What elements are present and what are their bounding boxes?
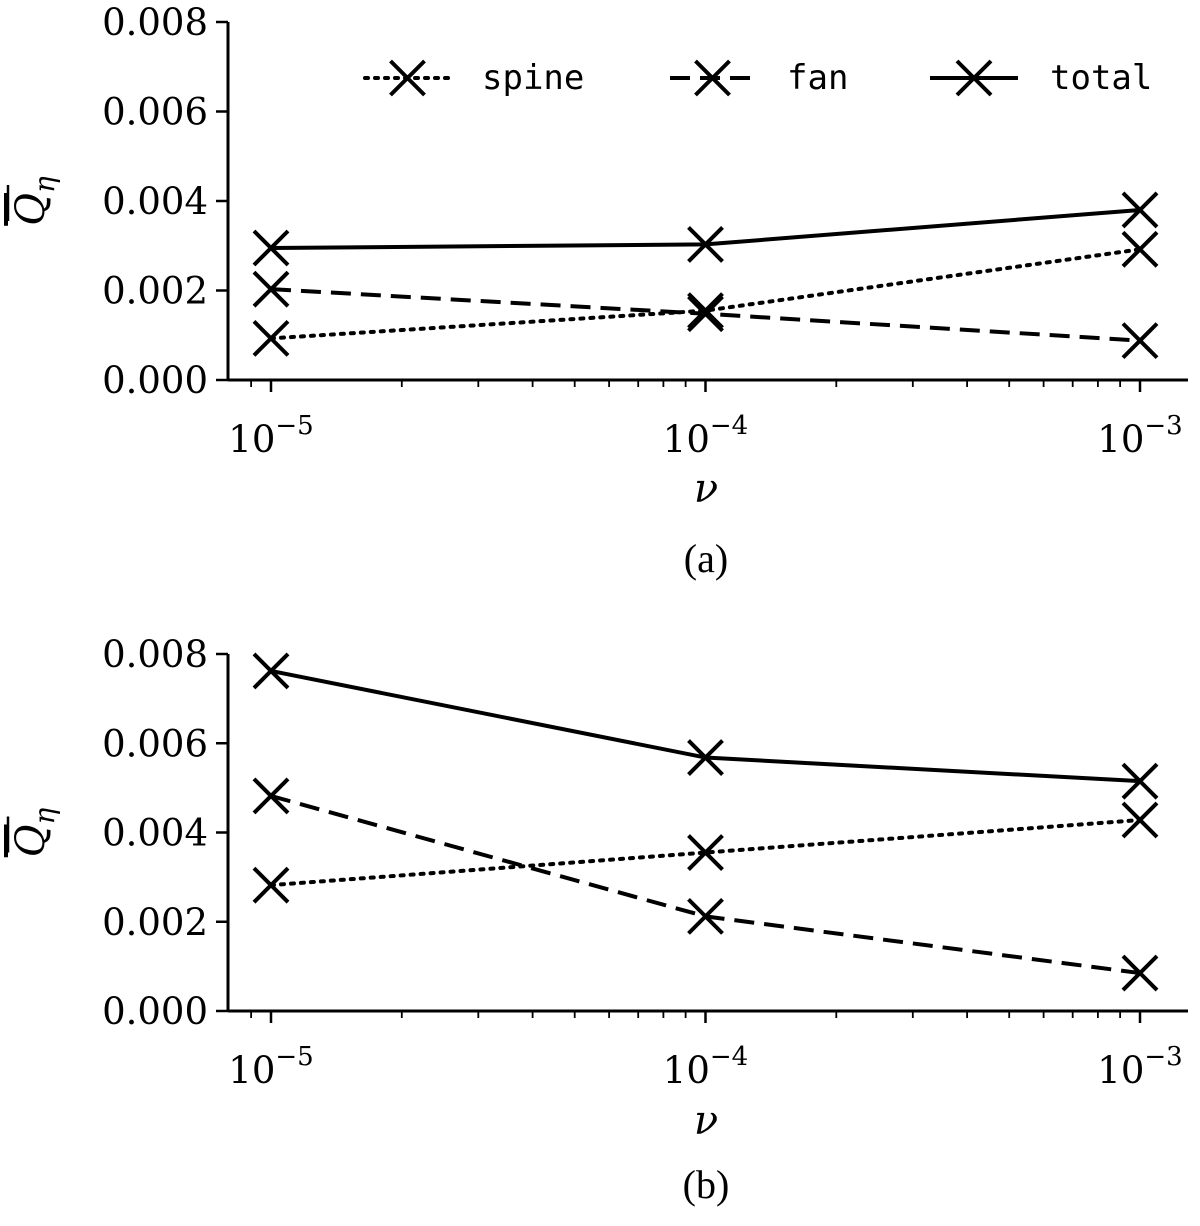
legend-marker — [694, 59, 731, 97]
data-point-fan — [252, 270, 290, 308]
x-tick-label: 10−5 — [228, 411, 313, 461]
series-line-spine — [269, 247, 1142, 341]
legend-item-spine: spine — [363, 58, 584, 98]
y-tick-label: 0.006 — [102, 722, 208, 765]
series-fan — [252, 270, 1159, 360]
legend-item-fan: fan — [670, 58, 848, 98]
y-tick-label: 0.000 — [102, 359, 208, 402]
data-point-spine — [252, 866, 290, 904]
data-point-total — [687, 225, 724, 263]
data-point-spine — [252, 319, 290, 357]
legend-label: total — [1050, 58, 1152, 98]
series-fan — [252, 777, 1159, 992]
data-point-spine — [687, 834, 724, 871]
legend-marker — [955, 59, 993, 97]
x-tick-label: 10−4 — [663, 1042, 748, 1092]
series-total — [252, 191, 1159, 267]
series-spine — [252, 801, 1159, 904]
panel-caption: (b) — [683, 1162, 730, 1207]
x-axis-label: ν — [694, 466, 718, 512]
y-tick-label: 0.008 — [102, 1, 208, 44]
x-tick-label: 10−4 — [663, 411, 748, 461]
panel-caption: (a) — [684, 536, 728, 581]
legend-item-total: total — [930, 58, 1152, 98]
data-point-spine — [1121, 801, 1159, 839]
data-point-fan — [1121, 322, 1159, 360]
data-point-spine — [1121, 230, 1159, 268]
legend-label: spine — [482, 58, 584, 98]
y-tick-label: 0.004 — [102, 812, 208, 855]
chart-panel-a: 0.000 0.002 0.004 0.006 0.008 10−5 10−4 10−3 ν Qη… — [6, 1, 1188, 581]
y-tick-label: 0.006 — [102, 91, 208, 134]
x-axis-label: ν — [694, 1098, 718, 1144]
series-line-fan — [270, 793, 1141, 976]
data-point-fan — [687, 295, 724, 333]
data-point-total — [1121, 191, 1159, 229]
data-point-spine — [687, 292, 724, 330]
y-tick-label: 0.002 — [102, 270, 208, 313]
y-axis-label: Qη — [8, 807, 61, 857]
series-line-total — [270, 668, 1141, 784]
data-point-total — [1121, 762, 1159, 800]
data-point-fan — [1121, 954, 1159, 992]
x-tick-label: 10−3 — [1097, 411, 1182, 461]
data-point-total — [252, 652, 290, 690]
y-tick-label: 0.004 — [102, 180, 208, 223]
chart-panel-b: 0.000 0.002 0.004 0.006 0.008 10−5 10−4 10−3 ν Qη… — [6, 633, 1188, 1207]
data-point-fan — [687, 897, 724, 935]
legend-label: fan — [787, 58, 848, 98]
data-point-total — [687, 739, 724, 776]
x-tick-label: 10−3 — [1097, 1042, 1182, 1092]
x-tick-label: 10−5 — [228, 1042, 313, 1092]
data-point-fan — [252, 777, 290, 815]
y-axis-label: Qη — [8, 176, 61, 226]
y-tick-label: 0.008 — [102, 633, 208, 676]
legend-marker — [389, 59, 426, 97]
y-tick-label: 0.002 — [102, 901, 208, 944]
y-tick-label: 0.000 — [102, 990, 208, 1033]
legend: spine fan total — [363, 58, 1152, 98]
series-spine — [252, 230, 1159, 357]
series-total — [252, 652, 1159, 800]
data-point-total — [252, 229, 290, 267]
